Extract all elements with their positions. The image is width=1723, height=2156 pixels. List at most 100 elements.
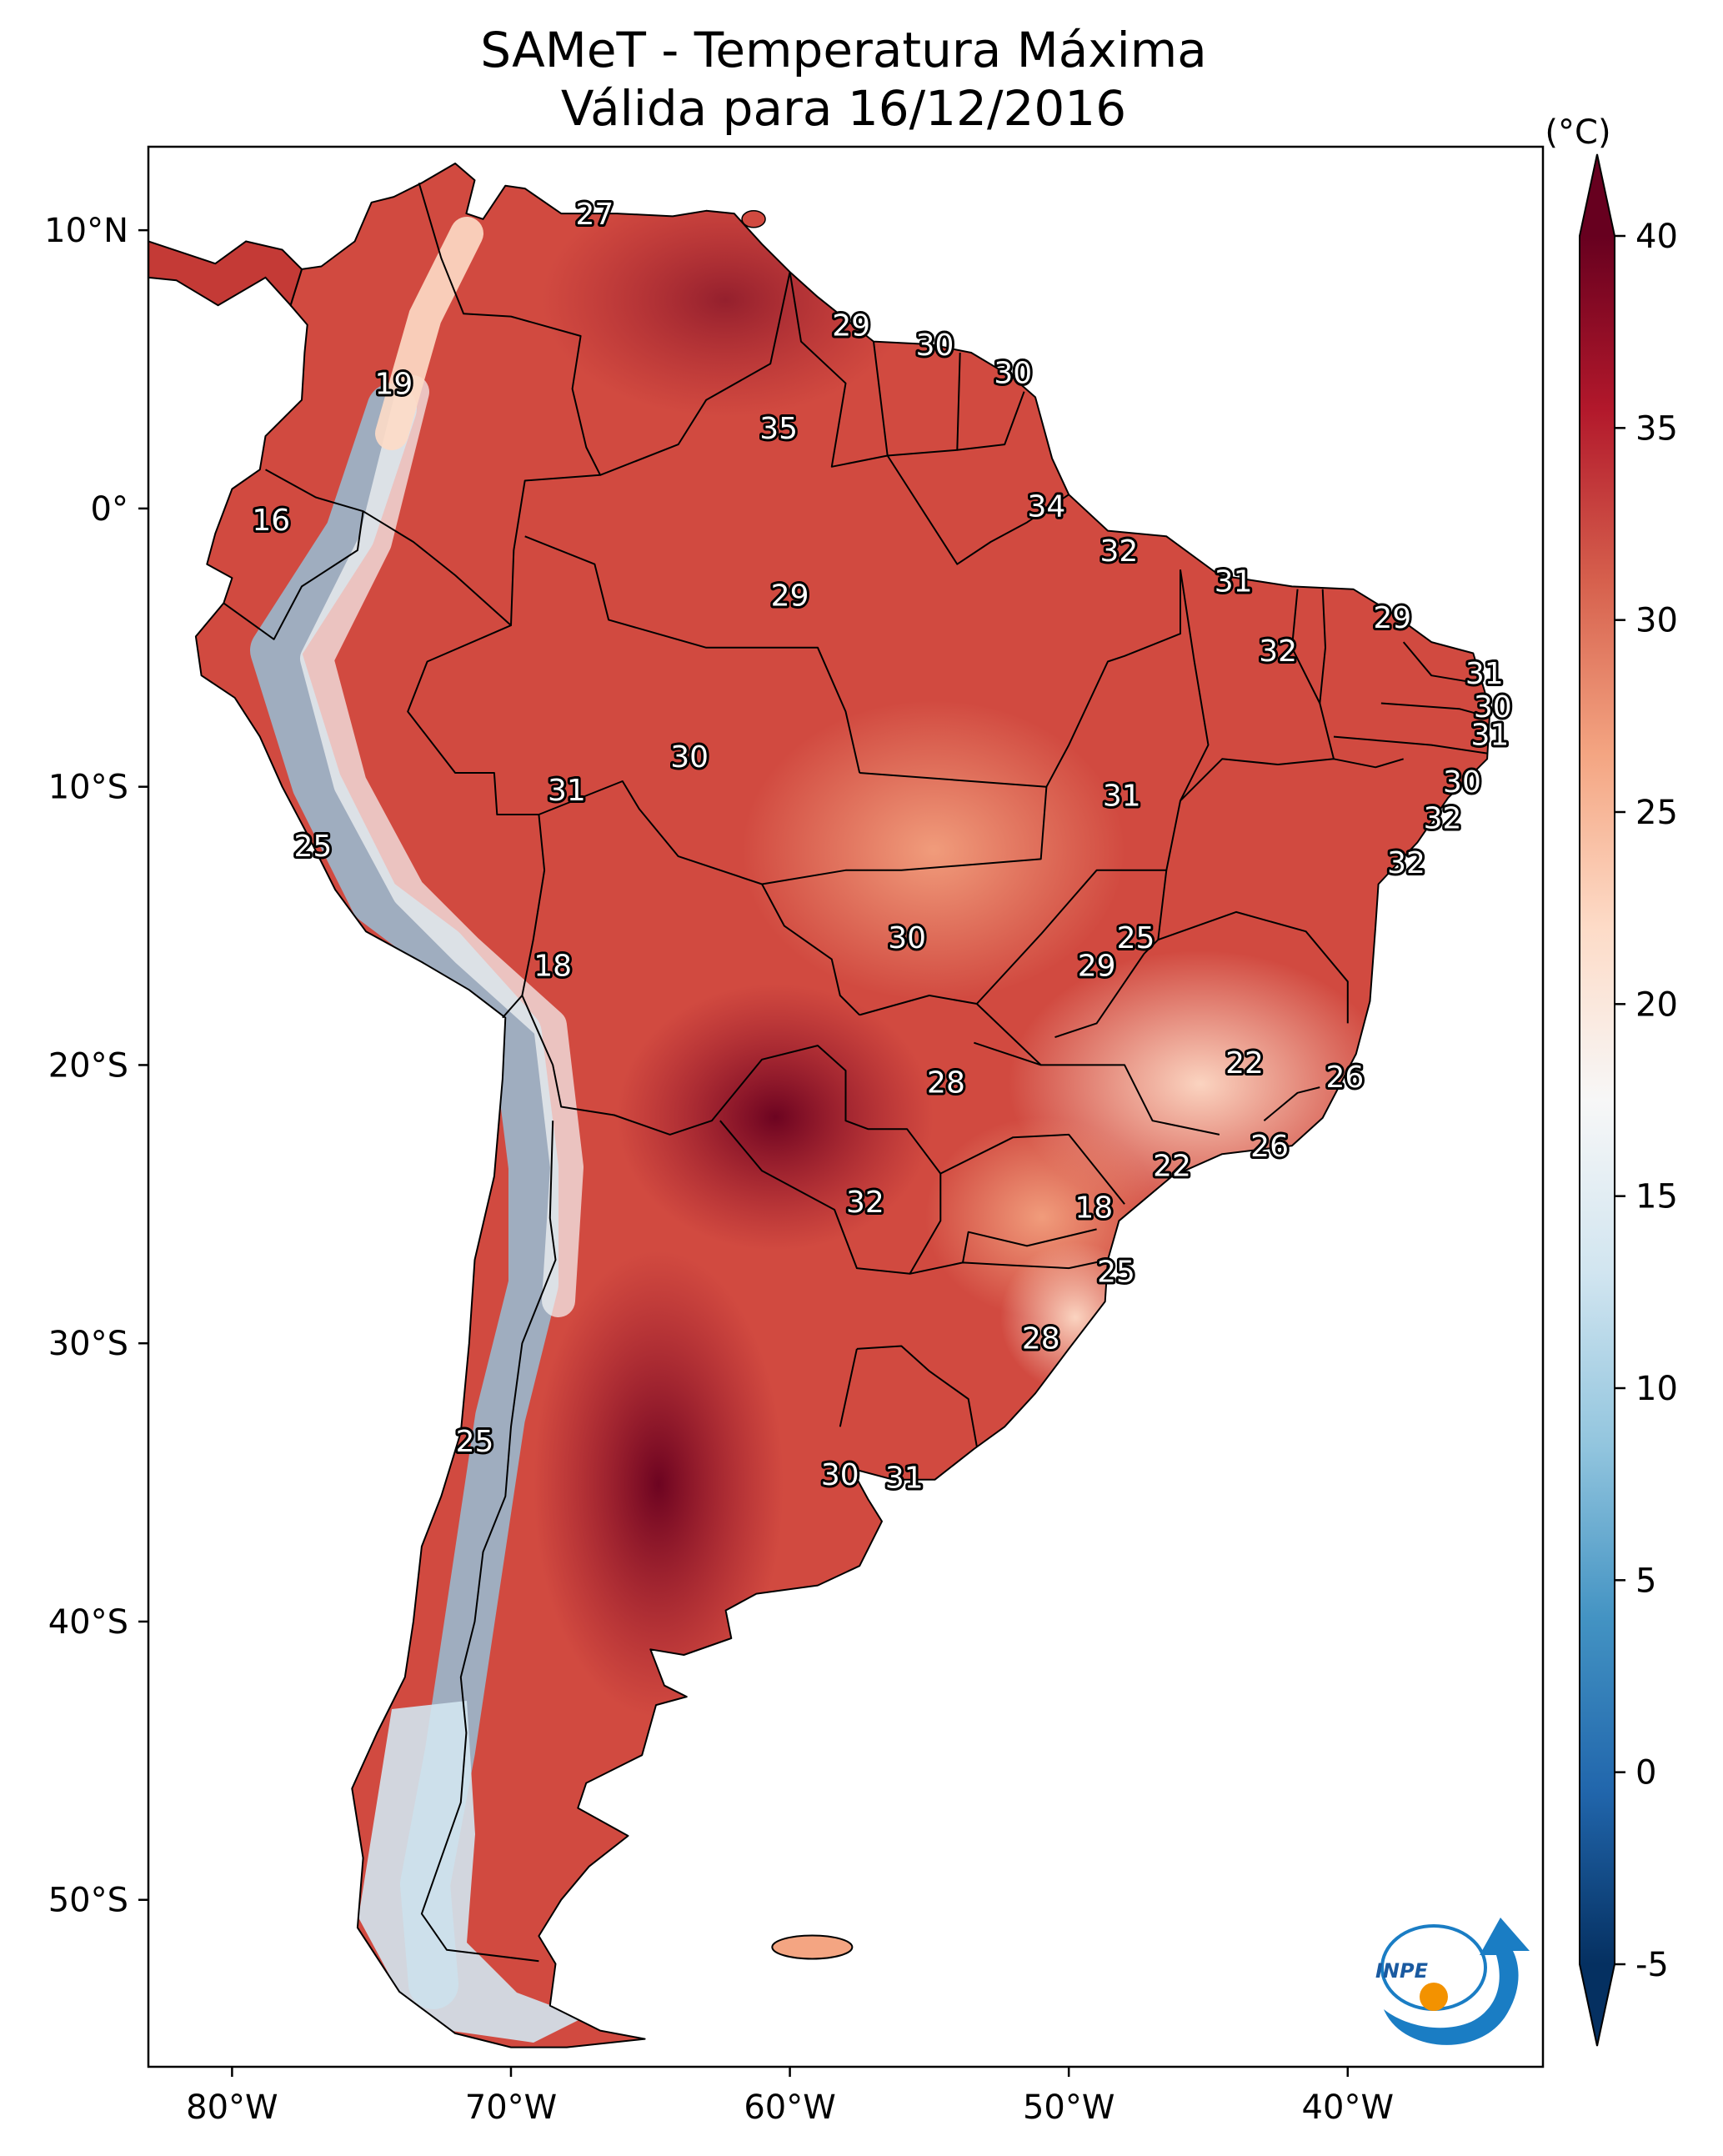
border-line [1180, 569, 1210, 801]
contour-label: 29 [1078, 949, 1116, 983]
falkland-islands [771, 1934, 854, 1960]
contour-label: 30 [670, 740, 709, 775]
contour-label: 34 [1028, 490, 1066, 524]
border-line [859, 995, 1042, 1066]
border-line [1319, 589, 1326, 704]
contour-label: 29 [832, 309, 870, 343]
contour-label: 29 [771, 579, 809, 613]
latitude-tick-label: 40°S [48, 1603, 128, 1642]
inpe-logo-dot [1420, 1983, 1448, 2011]
contour-label: 16 [252, 504, 290, 538]
contour-label: 32 [1387, 846, 1425, 880]
latitude-tick-label: 10°S [48, 769, 128, 807]
inpe-logo-wordmark: INPE [1375, 1959, 1429, 1983]
colorbar-tick-label: 20 [1635, 985, 1678, 1024]
contour-label: 26 [1250, 1130, 1289, 1164]
contour-label: 27 [575, 198, 614, 232]
contour-label: 35 [759, 412, 798, 446]
border-line [974, 1041, 1220, 1136]
border-line [839, 1348, 858, 1427]
colorbar-tick-label: 0 [1635, 1754, 1656, 1792]
colorbar-tick-label: 40 [1635, 218, 1678, 256]
border-line [789, 272, 888, 468]
contour-label: 25 [456, 1425, 494, 1459]
coastline [194, 163, 1491, 2048]
longitude-tick-label: 60°W [744, 2088, 835, 2127]
border-line [418, 183, 602, 626]
colorbar-tick-label: 25 [1635, 794, 1678, 832]
colorbar-unit-label: (°C) [1545, 113, 1610, 152]
contour-label: 26 [1326, 1060, 1365, 1095]
border-line [859, 569, 1181, 788]
border-line [420, 1121, 557, 1963]
latitude-tick-label: 0° [91, 490, 128, 529]
contour-label: 31 [1465, 657, 1504, 691]
longitude-axis: 80°W 70°W 60°W 50°W 40°W [186, 2067, 1394, 2127]
contour-label: 18 [533, 949, 572, 983]
contour-label: 30 [821, 1458, 859, 1492]
map-frame [147, 145, 1545, 2068]
longitude-tick-label: 70°W [465, 2088, 557, 2127]
contour-label: 30 [1443, 765, 1481, 800]
central-america-land [148, 240, 303, 308]
contour-label: 30 [994, 356, 1032, 390]
contour-label: 32 [846, 1186, 884, 1220]
colorbar-tick-label: 30 [1635, 602, 1678, 640]
hot-core-argentina [533, 1251, 784, 1717]
border-line [962, 1228, 1097, 1263]
longitude-tick-label: 80°W [186, 2088, 278, 2127]
warm-zone-central-brazil [742, 700, 1125, 1000]
contour-label: 31 [885, 1461, 924, 1495]
contour-label: 25 [294, 830, 333, 864]
border-line [909, 1259, 1109, 1275]
longitude-tick-label: 50°W [1023, 2088, 1114, 2127]
contour-label: 25 [1097, 1255, 1135, 1289]
hot-core-chaco [617, 984, 934, 1251]
border-line [1333, 735, 1488, 755]
border-line [1157, 910, 1349, 1024]
border-line [856, 1345, 978, 1447]
contour-label: 31 [1215, 565, 1253, 599]
contour-label: 28 [927, 1065, 965, 1100]
latitude-tick-label: 50°S [48, 1882, 128, 1920]
border-line [939, 1133, 1125, 1205]
latitude-tick-label: 30°S [48, 1325, 128, 1363]
border-line [873, 341, 961, 457]
contour-label: 30 [888, 921, 926, 955]
border-line [521, 995, 942, 1175]
contour-label: 19 [375, 368, 413, 402]
colorbar-top-extension [1580, 154, 1615, 236]
colombia-cool-strip [375, 217, 483, 450]
border-line [1402, 641, 1482, 685]
contour-label: 31 [1471, 718, 1510, 752]
contour-label: 31 [548, 774, 586, 808]
contour-label: 29 [1373, 601, 1411, 635]
border-line [599, 271, 791, 476]
contour-label: 32 [1424, 801, 1462, 835]
colorbar: (°C) 40 35 30 25 20 15 10 5 0 -5 [1545, 113, 1678, 2047]
border-line [719, 1120, 942, 1275]
colorbar-tick-label: 10 [1635, 1370, 1678, 1408]
contour-label: 22 [1153, 1150, 1191, 1184]
border-line [363, 510, 546, 1019]
andes-pale-strip [300, 375, 584, 1317]
colorbar-ticks: 40 35 30 25 20 15 10 5 0 -5 [1615, 218, 1678, 1984]
contour-label: 30 [1474, 690, 1512, 725]
border-line [761, 786, 1048, 885]
border-line [524, 535, 861, 774]
political-borders [194, 163, 1491, 2048]
longitude-tick-label: 40°W [1302, 2088, 1394, 2127]
contour-label: 30 [916, 328, 954, 363]
colorbar-gradient [1580, 236, 1615, 1964]
border-line [1290, 589, 1335, 760]
colorbar-tick-label: 15 [1635, 1178, 1678, 1216]
map-subtitle: Válida para 16/12/2016 [561, 80, 1126, 137]
trinidad-island [741, 210, 766, 228]
contour-label: 32 [1100, 534, 1139, 569]
latitude-tick-label: 20°S [48, 1046, 128, 1085]
latitude-axis: 10°N 0° 10°S 20°S 30°S 40°S 50°S [44, 212, 148, 1920]
border-line [957, 391, 1025, 451]
contour-label: 22 [1225, 1046, 1264, 1081]
